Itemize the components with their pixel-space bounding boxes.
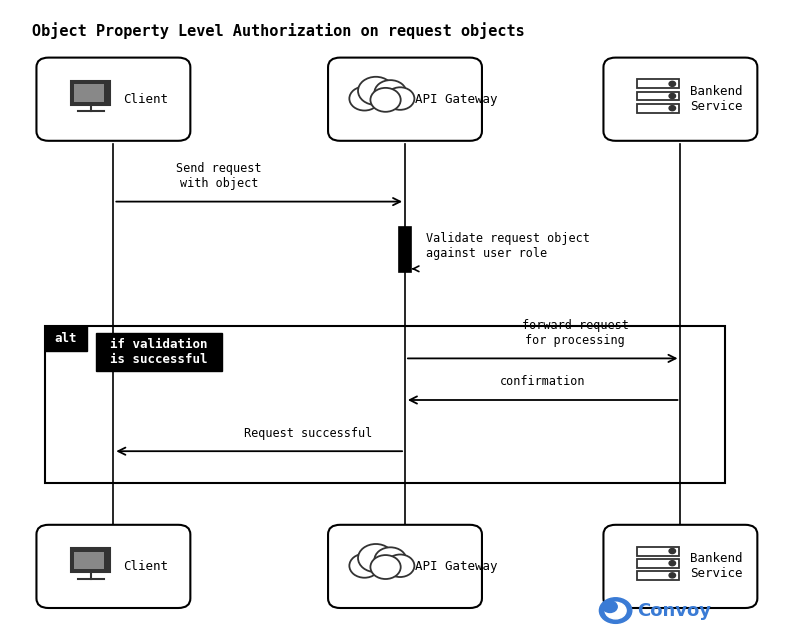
Circle shape	[386, 87, 415, 110]
FancyBboxPatch shape	[345, 87, 420, 106]
Circle shape	[669, 548, 676, 554]
FancyBboxPatch shape	[603, 58, 757, 141]
Text: Request successful: Request successful	[244, 427, 372, 440]
FancyBboxPatch shape	[74, 84, 104, 102]
Text: API Gateway: API Gateway	[415, 560, 497, 573]
FancyBboxPatch shape	[36, 525, 190, 608]
Text: API Gateway: API Gateway	[415, 93, 497, 106]
Circle shape	[374, 80, 407, 106]
Circle shape	[358, 544, 394, 572]
Circle shape	[669, 573, 676, 578]
FancyBboxPatch shape	[36, 58, 190, 141]
FancyBboxPatch shape	[328, 525, 482, 608]
Circle shape	[669, 106, 676, 111]
Text: Client: Client	[123, 93, 168, 106]
Text: alt: alt	[54, 332, 77, 345]
Text: confirmation: confirmation	[500, 376, 586, 388]
Text: Bankend
Service: Bankend Service	[690, 85, 743, 113]
Circle shape	[605, 602, 626, 619]
Circle shape	[599, 598, 632, 623]
FancyBboxPatch shape	[71, 548, 110, 572]
Circle shape	[669, 81, 676, 86]
FancyBboxPatch shape	[637, 547, 679, 556]
FancyBboxPatch shape	[328, 58, 482, 141]
FancyBboxPatch shape	[637, 92, 679, 100]
Text: if validation
is successful: if validation is successful	[110, 338, 208, 366]
Circle shape	[374, 547, 407, 573]
FancyBboxPatch shape	[637, 79, 679, 88]
Text: Send request
with object: Send request with object	[176, 162, 262, 190]
Circle shape	[358, 77, 394, 105]
Circle shape	[386, 554, 415, 577]
FancyBboxPatch shape	[603, 525, 757, 608]
Text: Client: Client	[123, 560, 168, 573]
FancyBboxPatch shape	[345, 554, 420, 573]
FancyBboxPatch shape	[399, 227, 411, 272]
Text: Validate request object
against user role: Validate request object against user rol…	[426, 232, 590, 260]
Text: Bankend
Service: Bankend Service	[690, 552, 743, 580]
Circle shape	[370, 555, 401, 579]
FancyBboxPatch shape	[45, 326, 87, 351]
FancyBboxPatch shape	[96, 333, 222, 371]
Circle shape	[603, 601, 617, 612]
Circle shape	[349, 554, 380, 578]
Circle shape	[669, 93, 676, 99]
Circle shape	[370, 88, 401, 112]
Text: Convoy: Convoy	[637, 602, 710, 620]
Circle shape	[349, 86, 380, 111]
FancyBboxPatch shape	[637, 104, 679, 113]
FancyBboxPatch shape	[74, 552, 104, 569]
FancyBboxPatch shape	[637, 571, 679, 580]
Text: Object Property Level Authorization on request objects: Object Property Level Authorization on r…	[32, 22, 525, 39]
Circle shape	[669, 561, 676, 566]
FancyBboxPatch shape	[71, 81, 110, 105]
FancyBboxPatch shape	[637, 559, 679, 568]
Text: forward request
for processing: forward request for processing	[522, 319, 629, 347]
